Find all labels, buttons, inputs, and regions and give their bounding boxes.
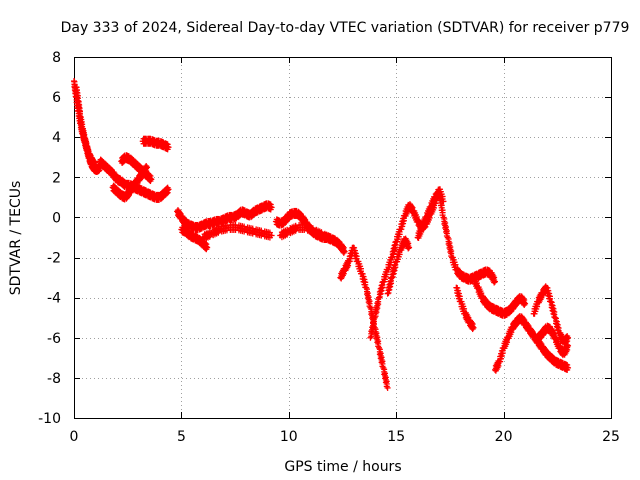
y-tick-label: 2	[52, 170, 61, 186]
data-point	[144, 164, 151, 171]
chart-title: Day 333 of 2024, Sidereal Day-to-day VTE…	[61, 20, 630, 36]
y-tick-label: 8	[52, 50, 61, 66]
grid-lines	[74, 57, 611, 418]
data-point	[164, 189, 171, 196]
data-point	[148, 176, 155, 183]
data-point	[125, 193, 132, 200]
data-point	[165, 144, 172, 151]
y-tick-label: 6	[52, 90, 61, 106]
data-point	[215, 229, 222, 236]
data-point	[204, 244, 211, 251]
axis-ticks: 0 5 10 15 20 25 -10 -8 -6 -4 -2 0 2 4 6 8	[38, 50, 620, 445]
y-tick-label: -6	[47, 331, 61, 347]
data-point	[129, 187, 136, 194]
x-tick-label: 5	[177, 429, 186, 445]
data-points	[71, 78, 572, 391]
y-tick-label: -2	[47, 251, 61, 267]
y-tick-label: -10	[38, 411, 61, 427]
x-axis-label: GPS time / hours	[284, 459, 401, 475]
data-point	[92, 162, 99, 169]
data-point	[206, 233, 213, 240]
x-tick-label: 20	[495, 429, 513, 445]
y-tick-label: -8	[47, 371, 61, 387]
y-tick-label: 0	[52, 210, 61, 226]
data-point	[165, 186, 172, 193]
x-tick-label: 10	[280, 429, 298, 445]
x-tick-label: 0	[70, 429, 79, 445]
y-tick-label: 4	[52, 130, 61, 146]
x-tick-label: 15	[387, 429, 405, 445]
data-point	[268, 204, 275, 211]
data-point	[163, 190, 170, 197]
data-point	[138, 175, 145, 182]
data-point	[133, 181, 140, 188]
y-axis-label: SDTVAR / TECUs	[8, 181, 24, 296]
y-tick-label: -4	[47, 291, 61, 307]
plot-frame	[74, 57, 612, 419]
x-tick-label: 25	[602, 429, 620, 445]
